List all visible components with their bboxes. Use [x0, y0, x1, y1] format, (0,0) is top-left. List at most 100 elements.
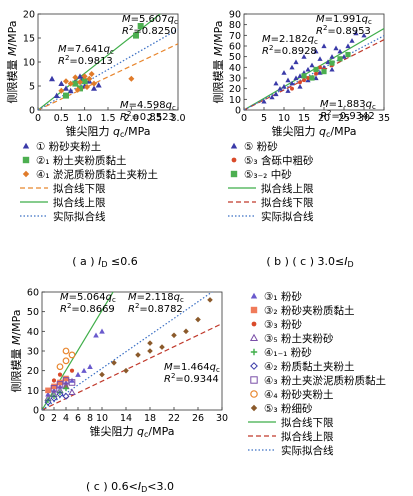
y-tick-label: 15	[23, 34, 35, 45]
data-point	[56, 381, 64, 388]
data-point	[63, 92, 69, 99]
data-point	[44, 398, 52, 406]
legend-label: ④₃ 粉土夹淤泥质粉质黏土	[264, 374, 386, 387]
x-tick-label: 25	[338, 113, 350, 124]
data-point	[250, 390, 258, 398]
x-axis-label: 锥尖阻力 qc/MPa	[90, 425, 175, 439]
data-point	[321, 69, 327, 75]
legend-item: ③₁ 粉砂	[250, 290, 302, 303]
data-point	[68, 388, 76, 396]
fit-equation: M=2.182qc	[262, 34, 318, 46]
data-point	[329, 54, 335, 59]
y-tick-label: 30	[27, 347, 39, 358]
data-point	[250, 292, 258, 299]
data-point	[309, 75, 315, 81]
fit-equation: M=1.464qc	[164, 362, 220, 374]
data-point	[306, 76, 310, 80]
data-point	[72, 74, 79, 81]
data-point	[123, 367, 129, 374]
data-point	[289, 64, 295, 70]
data-point	[301, 73, 307, 79]
data-point	[81, 73, 88, 80]
fit-equation: M=1.883qc	[320, 99, 376, 111]
data-point	[62, 392, 70, 400]
y-tick-label: 5	[29, 82, 35, 93]
legend-label: ① 粉砂夹粉土	[36, 140, 101, 153]
legend-item: 拟合线下限	[228, 196, 314, 209]
fit-r2: R2=0.9342	[320, 109, 375, 122]
fit-equation: M=5.064qc	[60, 292, 116, 304]
data-point	[277, 86, 283, 91]
legend-label: ⑤₃₋₂ 中砂	[244, 168, 292, 181]
x-tick-label: 30	[358, 113, 370, 124]
fit-equation: M=5.607qc	[122, 14, 178, 26]
data-point	[269, 94, 275, 100]
data-point	[309, 62, 315, 68]
data-point	[58, 87, 65, 94]
caption-a: ( a ) ID ≤0.6	[72, 255, 137, 269]
legend-label: 拟合线下限	[53, 182, 106, 195]
x-tick-label: 6	[75, 413, 81, 424]
data-point	[337, 48, 343, 54]
data-point	[281, 70, 287, 75]
data-point	[99, 328, 105, 334]
data-point	[301, 54, 307, 59]
legend-item: 拟合线下限	[248, 416, 334, 429]
data-point	[45, 387, 51, 394]
data-point	[293, 75, 299, 81]
legend-item: ②₁ 粉土夹粉质黏土	[22, 154, 126, 167]
data-point	[62, 347, 70, 355]
legend-label: ⑤₃ 含砾中粗砂	[244, 154, 314, 167]
data-point	[58, 80, 65, 86]
data-point	[63, 78, 69, 85]
x-axis-label: 锥尖阻力 qc/MPa	[66, 125, 151, 139]
y-axis-label: 侧限模量 M/MPa	[212, 20, 225, 103]
chart-b: 0 5 10 15 20 25 30 350102030405060708090M=2.182…	[212, 10, 390, 140]
data-point	[135, 352, 141, 358]
data-point	[249, 333, 259, 342]
legend-item: 拟合线上限	[248, 430, 334, 443]
data-point	[230, 170, 238, 178]
legend-item: ④₃ 粉土夹淤泥质粉质黏土	[250, 374, 386, 387]
data-point	[305, 66, 311, 72]
data-point	[290, 86, 294, 91]
data-point	[81, 367, 87, 373]
legend-item: 拟合线上限	[228, 182, 314, 195]
data-point	[329, 60, 335, 66]
data-point	[67, 87, 74, 94]
x-tick-label: 5	[261, 113, 267, 124]
x-tick-label: 0	[39, 413, 45, 424]
data-point	[261, 98, 267, 104]
data-point	[147, 340, 153, 346]
data-point	[53, 92, 60, 98]
legend-label: 拟合线上限	[261, 182, 314, 195]
fit-equation: M=4.598qc	[120, 100, 176, 112]
data-point	[183, 328, 189, 335]
data-point	[111, 360, 117, 366]
x-tick-label: 20	[318, 113, 330, 124]
legend-item: ④₁₋₁ 粉砂	[250, 346, 312, 359]
data-point	[51, 393, 57, 400]
fit-r2: R2=0.8250	[122, 24, 177, 37]
data-point	[68, 351, 76, 359]
legend-item: ⑤₃₋₂ 中砂	[230, 168, 292, 181]
data-point	[251, 321, 257, 327]
data-point	[250, 404, 258, 412]
x-tick-label: 14	[120, 413, 132, 424]
data-point	[62, 357, 70, 365]
x-tick-label: 15	[298, 113, 310, 124]
data-point	[313, 48, 319, 54]
data-point	[86, 75, 93, 82]
data-point	[45, 391, 51, 397]
data-point	[250, 348, 258, 356]
y-tick-label: 10	[23, 58, 35, 69]
legend-item: ③₂ 粉砂夹粉质黏土	[250, 304, 354, 317]
fit-r2: R2=0.8782	[128, 302, 183, 315]
data-point	[77, 85, 83, 92]
fit-equation: M=1.991qc	[316, 14, 372, 26]
y-tick-label: 0	[235, 106, 241, 117]
data-point	[51, 383, 57, 390]
